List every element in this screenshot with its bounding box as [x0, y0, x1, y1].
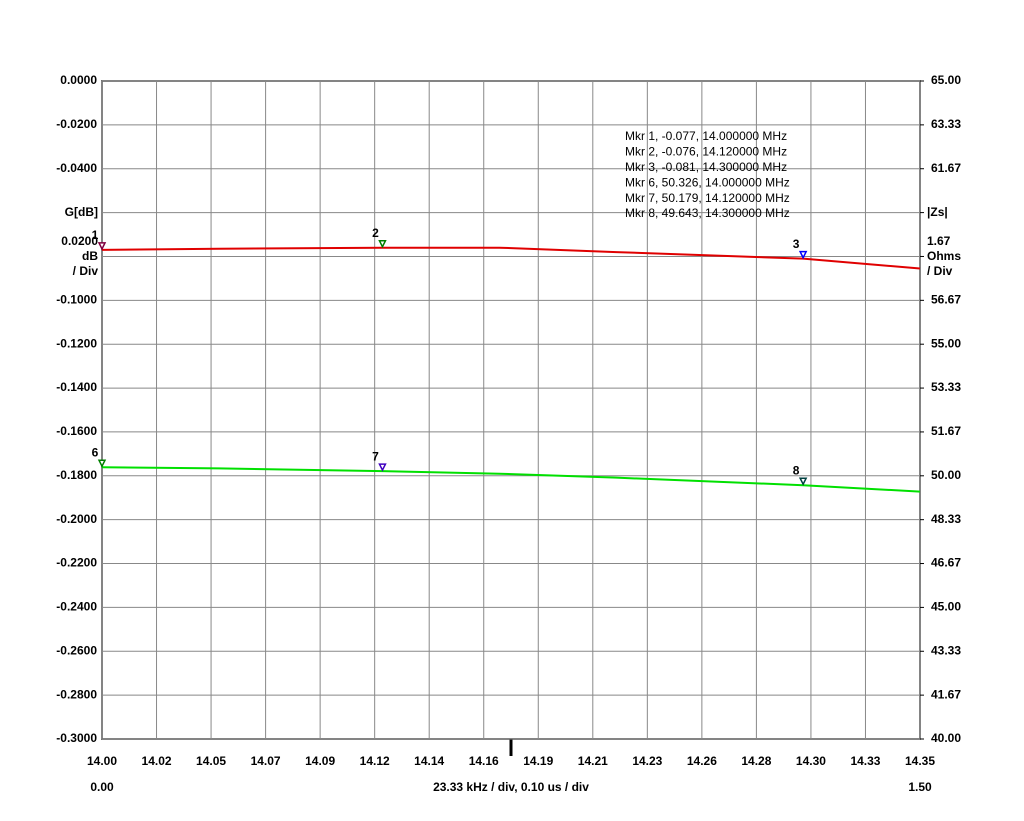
- x-tick-label: 14.12: [360, 754, 390, 768]
- y-scale-label: / Div: [73, 264, 99, 278]
- y-axis-title: G[dB]: [65, 205, 98, 219]
- x-tick-label: 14.02: [142, 754, 172, 768]
- x-tick-label: 14.26: [687, 754, 717, 768]
- y2-tick-label: 41.67: [931, 687, 961, 701]
- y2-tick-label: 51.67: [931, 424, 961, 438]
- marker-readout: Mkr 8, 49.643, 14.300000 MHz: [625, 206, 790, 220]
- x-tick-label: 14.07: [251, 754, 281, 768]
- y-scale-label: dB: [82, 249, 98, 263]
- y-tick-label: -0.1400: [56, 380, 97, 394]
- label-bg: [924, 205, 969, 280]
- x-tick-label: 14.28: [741, 754, 771, 768]
- marker-readout: Mkr 1, -0.077, 14.000000 MHz: [625, 129, 787, 143]
- marker-label: 2: [372, 226, 379, 240]
- x-caption: 23.33 kHz / div, 0.10 us / div: [433, 780, 589, 794]
- y-tick-label: 0.0000: [60, 73, 97, 87]
- x-tick-label: 14.30: [796, 754, 826, 768]
- x-tick-label: 14.21: [578, 754, 608, 768]
- y2-tick-label: 63.33: [931, 117, 961, 131]
- y2-scale-label: Ohms: [927, 249, 961, 263]
- x-tick-label: 14.19: [523, 754, 553, 768]
- y2-tick-label: 53.33: [931, 380, 961, 394]
- y-tick-label: -0.3000: [56, 731, 97, 745]
- marker-readout: Mkr 7, 50.179, 14.120000 MHz: [625, 191, 790, 205]
- y2-scale-label: / Div: [927, 264, 953, 278]
- marker-readout: Mkr 2, -0.076, 14.120000 MHz: [625, 145, 787, 159]
- marker-label: 1: [92, 228, 99, 242]
- marker: [798, 250, 808, 260]
- marker-label: 3: [793, 237, 800, 251]
- marker: [97, 459, 107, 468]
- y-tick-label: -0.0400: [56, 161, 97, 175]
- label-bg: [40, 205, 100, 280]
- y-tick-label: -0.2800: [56, 687, 97, 701]
- y-tick-label: -0.1800: [56, 468, 97, 482]
- y2-tick-label: 48.33: [931, 512, 961, 526]
- y-tick-label: -0.2600: [56, 643, 97, 657]
- marker: [378, 463, 387, 472]
- plot-frame: [101, 80, 921, 740]
- y-tick-label: -0.0200: [56, 117, 97, 131]
- y2-tick-label: 56.67: [931, 293, 961, 307]
- y-tick-label: -0.2200: [56, 556, 97, 570]
- y-tick-label: -0.1200: [56, 336, 97, 350]
- y2-tick-label: 50.00: [931, 468, 961, 482]
- y2-tick-label: 46.67: [931, 556, 961, 570]
- x-tick-label: 14.09: [305, 754, 335, 768]
- x-tick-label: 14.05: [196, 754, 226, 768]
- y-tick-label: -0.2400: [56, 600, 97, 614]
- y2-tick-label: 55.00: [931, 336, 961, 350]
- x-span-start: 0.00: [90, 780, 114, 794]
- marker-label: 6: [92, 445, 99, 459]
- y-tick-label: -0.1600: [56, 424, 97, 438]
- y2-tick-label: 65.00: [931, 73, 961, 87]
- y2-tick-label: 40.00: [931, 731, 961, 745]
- x-tick-label: 14.23: [632, 754, 662, 768]
- x-tick-label: 14.33: [850, 754, 880, 768]
- y2-scale-label: 1.67: [927, 234, 951, 248]
- y-tick-label: -0.2000: [56, 512, 97, 526]
- y2-tick-label: 45.00: [931, 600, 961, 614]
- y-tick-label: -0.1000: [56, 293, 97, 307]
- marker-readout: Mkr 6, 50.326, 14.000000 MHz: [625, 175, 790, 189]
- y-scale-label: 0.0200: [61, 234, 98, 248]
- marker: [798, 477, 808, 486]
- x-tick-label: 14.35: [905, 754, 935, 768]
- x-span-end: 1.50: [908, 780, 932, 794]
- marker-label: 8: [793, 463, 800, 477]
- x-tick-label: 14.14: [414, 754, 444, 768]
- y2-axis-title: |Zs|: [927, 205, 948, 219]
- y2-tick-label: 43.33: [931, 643, 961, 657]
- marker-label: 7: [372, 449, 379, 463]
- y2-tick-label: 61.67: [931, 161, 961, 175]
- x-tick-label: 14.00: [87, 754, 117, 768]
- marker-readout: Mkr 3, -0.081, 14.300000 MHz: [625, 160, 787, 174]
- marker: [378, 239, 387, 249]
- marker: [97, 242, 107, 251]
- x-tick-label: 14.16: [469, 754, 499, 768]
